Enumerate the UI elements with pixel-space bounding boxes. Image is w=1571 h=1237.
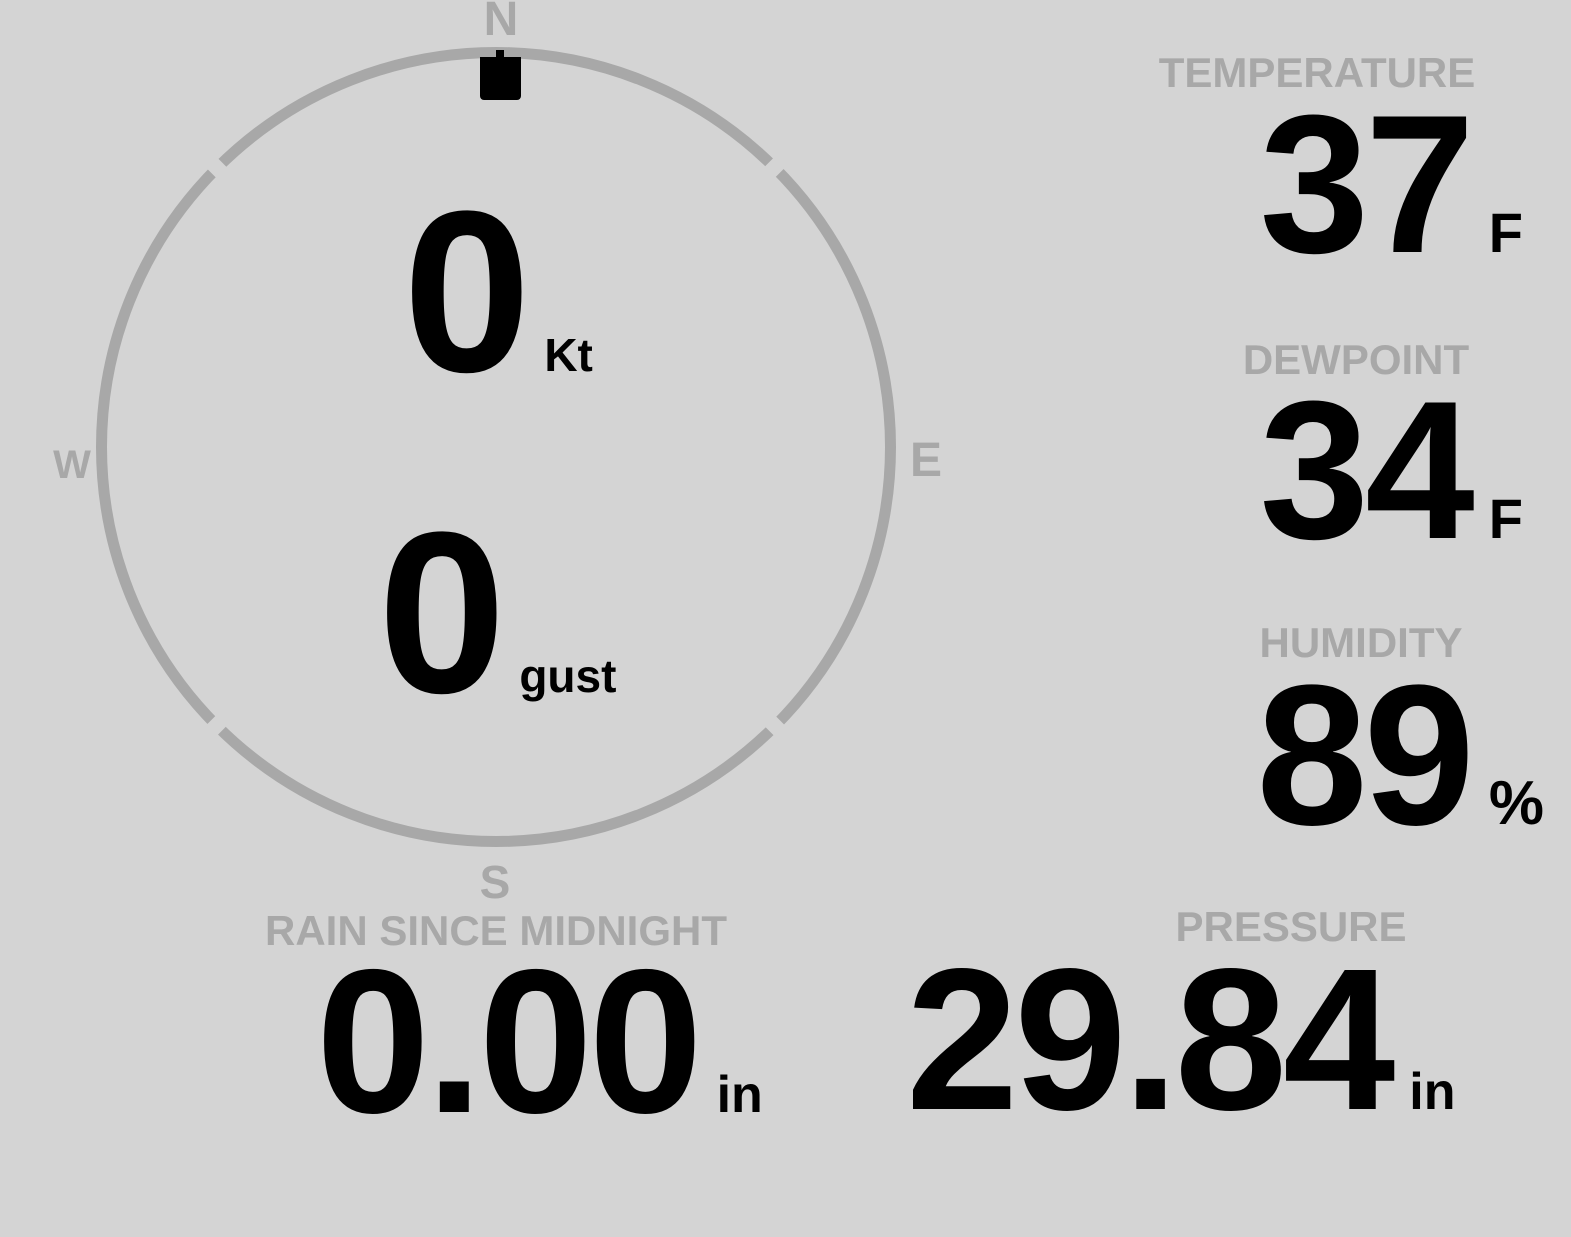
compass-label-south: S: [479, 856, 511, 908]
compass-label-north: N: [483, 0, 519, 46]
wind-gust-value: 0: [378, 484, 506, 741]
temperature-value: 37: [1259, 74, 1475, 294]
dewpoint-row: 34 F: [1260, 372, 1523, 569]
rain-since-midnight-label: RAIN SINCE MIDNIGHT: [265, 907, 727, 954]
temperature-unit: F: [1488, 201, 1523, 264]
dewpoint-label: DEWPOINT: [1242, 336, 1470, 383]
pressure-row: 29.84 in: [906, 938, 1456, 1140]
wind-speed-row: 0 Kt: [403, 177, 593, 407]
wind-speed-unit: Kt: [544, 329, 593, 381]
rain-since-midnight-unit: in: [716, 1066, 763, 1124]
dewpoint-value: 34: [1259, 360, 1475, 580]
compass-label-west: W: [53, 443, 91, 487]
humidity-value: 89: [1256, 644, 1474, 867]
wind-gust-unit: gust: [519, 650, 617, 702]
dewpoint-unit: F: [1488, 487, 1523, 550]
pressure-value: 29.84: [906, 926, 1395, 1152]
humidity-unit: %: [1488, 769, 1544, 838]
wind-direction-marker: [480, 50, 521, 100]
wind-gust-row: 0 gust: [378, 498, 616, 728]
wind-speed-value: 0: [403, 163, 531, 420]
humidity-row: 89%: [1256, 656, 1544, 856]
compass-label-east: E: [909, 434, 943, 487]
temperature-label: TEMPERATURE: [1158, 49, 1476, 96]
pressure-label: PRESSURE: [1175, 903, 1407, 950]
rain-since-midnight-row: 0.00 in: [316, 939, 763, 1144]
humidity-label: HUMIDITY: [1259, 619, 1463, 666]
rain-since-midnight-value: 0.00: [316, 927, 703, 1156]
temperature-row: 37 F: [1260, 86, 1523, 283]
pressure-unit: in: [1409, 1063, 1456, 1121]
